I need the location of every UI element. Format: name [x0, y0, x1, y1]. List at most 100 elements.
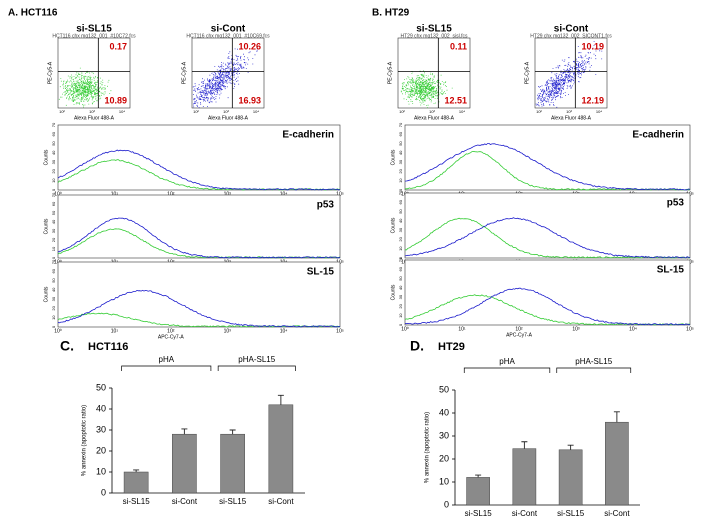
plot-title: si-SL15 [416, 24, 452, 35]
y-tick-label: 50 [51, 278, 56, 283]
x-tick-label: 10⁰ [54, 328, 62, 334]
y-tick-label: 20 [398, 236, 403, 241]
y-axis-label: PE-Cy5-A [524, 61, 530, 84]
x-tick-label: si-SL15 [557, 509, 585, 518]
marker-label: E-cadherin [282, 130, 334, 141]
histogram-frame [57, 261, 341, 328]
x-axis-label: Alexa Fluor 488-A [414, 115, 455, 121]
y-tick-label: 20 [398, 168, 403, 173]
panel-label: D. [410, 338, 424, 354]
x-tick-label: 10¹ [111, 328, 119, 334]
x-tick-label: 10⁴ [596, 109, 602, 114]
error-bar [181, 428, 188, 435]
bar [172, 433, 197, 494]
y-tick-label: 50 [51, 210, 56, 215]
y-tick-label: 30 [398, 227, 403, 232]
y-tick-label: 40 [51, 219, 56, 224]
y-tick-label: 0 [51, 188, 56, 191]
y-tick-label: 0 [398, 188, 403, 191]
y-tick-label: 40 [96, 403, 106, 413]
x-tick-label: 10² [399, 109, 405, 114]
y-axis-label: PE-Cy5-A [47, 61, 53, 84]
y-tick-label: 40 [51, 150, 56, 155]
marker-label: p53 [667, 198, 685, 209]
y-tick-label: 20 [51, 168, 56, 173]
y-tick-label: 50 [439, 384, 449, 394]
x-tick-label: 10⁴ [629, 326, 637, 332]
x-tick-label: 10⁴ [119, 109, 125, 114]
chart-title: HCT116 [88, 341, 128, 353]
x-tick-label: 10⁵ [336, 328, 344, 334]
x-tick-label: si-Cont [604, 509, 630, 518]
x-tick-label: 10⁰ [54, 191, 62, 197]
histogram-frame [404, 192, 691, 259]
error-bar [229, 429, 236, 435]
panel-label: C. [60, 338, 74, 354]
y-tick-label: 0 [398, 323, 403, 326]
plot-frame [191, 37, 265, 109]
file-name: HCT116 chx mg132_001_#10C72.fcs [52, 33, 136, 39]
quadrant-value: 10.89 [104, 95, 127, 105]
y-tick-label: 70 [51, 192, 56, 197]
bar [123, 471, 149, 494]
x-tick-label: 10² [167, 191, 175, 197]
group-bracket [556, 367, 632, 373]
quadrant-value: 0.17 [109, 41, 127, 51]
event-dots [400, 70, 453, 108]
x-tick-label: 10³ [572, 326, 580, 332]
y-axis-label: Counts [43, 149, 49, 165]
x-axis-label: Alexa Fluor 488-A [551, 115, 592, 121]
quadrant-value: 16.93 [238, 95, 261, 105]
y-tick-label: 50 [398, 141, 403, 146]
x-tick-label: 10³ [223, 109, 229, 114]
y-tick-label: 10 [51, 178, 56, 183]
histogram-frame [404, 259, 691, 326]
x-axis-label: Alexa Fluor 488-A [74, 115, 115, 121]
error-bar [521, 441, 528, 449]
x-tick-label: 10³ [566, 109, 572, 114]
y-tick-label: 0 [398, 256, 403, 259]
quadrant-value: 12.19 [581, 95, 604, 105]
y-tick-label: 0 [101, 487, 106, 497]
group-bracket [217, 365, 296, 371]
y-tick-label: 20 [398, 303, 403, 308]
marker-label: SL-15 [657, 265, 685, 276]
bar [466, 477, 490, 506]
y-axis-label: % annexin (apoptotic ratio) [82, 405, 88, 476]
x-tick-label: 10¹ [458, 326, 466, 332]
y-axis-label: PE-Cy5-A [181, 61, 187, 84]
y-tick-label: 40 [398, 285, 403, 290]
y-tick-label: 70 [51, 122, 56, 127]
x-axis-label: Alexa Fluor 488-A [208, 115, 249, 121]
histogram-frame [57, 124, 341, 191]
y-tick-label: 30 [439, 430, 449, 440]
panel-label: B. HT29 [372, 8, 410, 19]
panel-label: A. HCT116 [8, 8, 58, 19]
event-dots [535, 41, 603, 108]
file-name: HCT116 chx mg132_001_#10C69.fcs [186, 33, 270, 39]
y-tick-label: 60 [51, 268, 56, 273]
x-tick-label: 10³ [224, 191, 232, 197]
marker-label: p53 [317, 200, 335, 211]
y-tick-label: 60 [51, 131, 56, 136]
x-axis-label: APC-Cy7-A [506, 332, 533, 338]
histogram-curve [404, 217, 691, 259]
file-name: HT29 chx mg132_002_sisl.fcs [401, 33, 468, 39]
error-bar [277, 394, 284, 405]
y-axis-label: Counts [390, 284, 396, 300]
error-bar [475, 474, 482, 478]
histogram-frame [57, 194, 341, 259]
x-tick-label: si-Cont [268, 497, 294, 506]
x-tick-label: si-Cont [512, 509, 538, 518]
x-tick-label: 10³ [89, 109, 95, 114]
y-tick-label: 60 [398, 266, 403, 271]
histogram-curve [57, 159, 341, 191]
group-bracket [463, 367, 551, 373]
y-tick-label: 40 [439, 407, 449, 417]
x-tick-label: 10² [515, 326, 523, 332]
plot-frame [534, 37, 608, 109]
y-tick-label: 40 [398, 218, 403, 223]
y-tick-label: 10 [398, 313, 403, 318]
error-bar [133, 469, 140, 472]
chart-title: HT29 [438, 341, 465, 353]
